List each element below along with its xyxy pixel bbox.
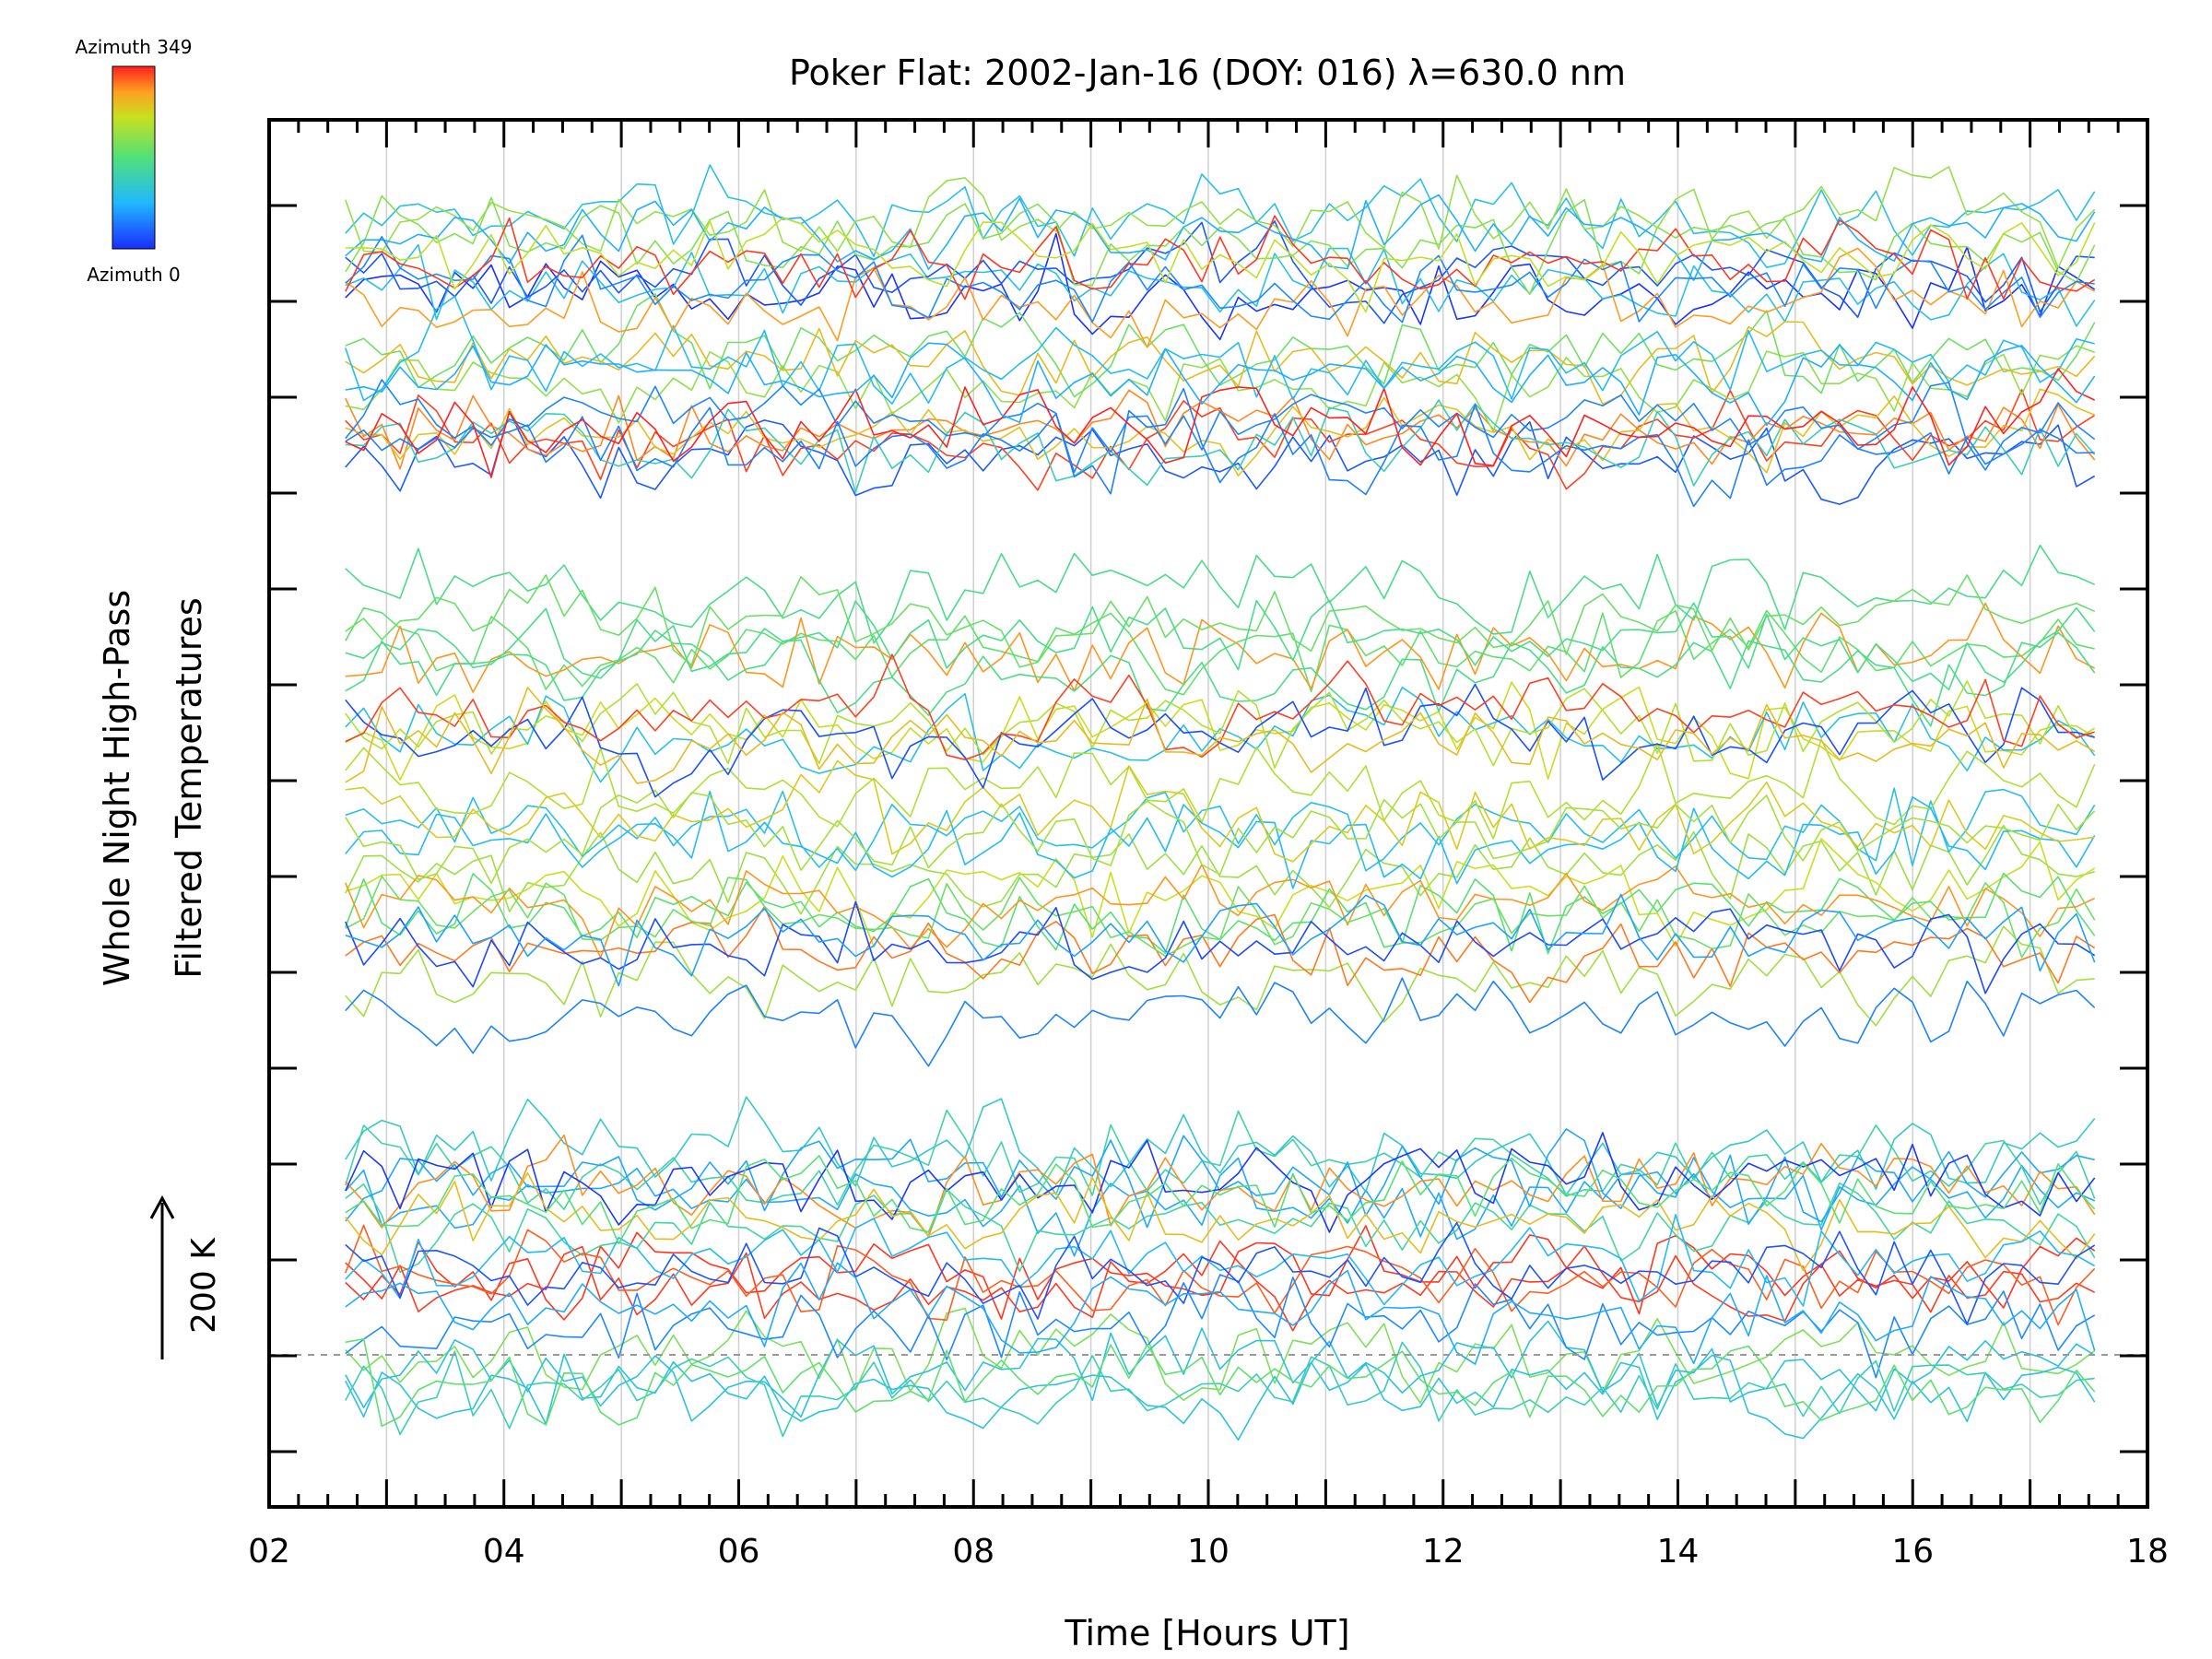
x-tick-label: 14: [1657, 1533, 1700, 1571]
series-line: [345, 1307, 2096, 1405]
series-line: [345, 243, 2096, 327]
colorbar-bottom-label: Azimuth 0: [87, 264, 181, 286]
scale-bar-label: 200 K: [185, 1237, 223, 1334]
series-line: [345, 1214, 2096, 1307]
series-line: [345, 342, 2096, 427]
series-line: [345, 606, 2095, 696]
series-line: [345, 544, 2096, 644]
x-tick-label: 06: [718, 1533, 760, 1571]
series-line: [345, 194, 2096, 296]
series-line: [345, 247, 2096, 348]
series-line: [345, 738, 2096, 840]
series-line: [345, 790, 2096, 889]
x-tick-label: 04: [483, 1533, 525, 1571]
series-line: [345, 925, 2095, 1027]
series-line: [345, 295, 2095, 405]
series-line: [345, 1225, 2096, 1321]
series-line: [345, 759, 2095, 863]
series-line: [345, 1134, 2096, 1237]
x-axis-label: Time [Hours UT]: [1064, 1613, 1349, 1653]
vertical-grid: [385, 120, 2031, 1507]
series-line: [345, 292, 2096, 398]
y-axis-label-line1: Whole Night High-Pass: [97, 590, 137, 986]
scale-bar-arrow-head: [149, 1194, 175, 1219]
series-line: [345, 399, 2096, 493]
x-tick-labels: 02 04 06 08 10 12 14 16 18: [248, 1533, 2169, 1571]
series-line: [345, 217, 2096, 313]
series-line: [345, 220, 2095, 324]
series-line: [345, 1353, 2096, 1441]
series-line: [345, 387, 2095, 508]
y-axis-label-line2: Filtered Temperatures: [169, 597, 209, 978]
colorbar-top-label: Azimuth 349: [76, 36, 193, 58]
series-line: [345, 215, 2096, 300]
series-line: [345, 977, 2096, 1067]
series-line: [345, 681, 2096, 781]
series-line: [345, 574, 2096, 668]
series-line: [345, 602, 2096, 693]
series-line: [345, 1128, 2095, 1229]
series-line: [345, 1262, 2096, 1365]
series-line: [345, 166, 2096, 269]
series-line: [345, 905, 2096, 1004]
series-line: [345, 368, 2096, 478]
series-line: [345, 1109, 2096, 1210]
series-line: [345, 234, 2095, 324]
series-line: [345, 194, 2096, 282]
series-line: [345, 876, 2096, 959]
x-tick-label: 10: [1187, 1533, 1230, 1571]
series-line: [345, 653, 2095, 761]
x-ticks: [267, 120, 2149, 1507]
series-line: [345, 599, 2096, 691]
series-line: [345, 1221, 2096, 1325]
series-line: [345, 687, 2096, 784]
series-line: [345, 629, 2096, 727]
series-line: [345, 838, 2096, 947]
series-line: [345, 1337, 2096, 1428]
series-line: [345, 900, 2096, 994]
series-line: [345, 1341, 2095, 1438]
series-line: [345, 680, 2096, 769]
x-tick-label: 02: [248, 1533, 290, 1571]
series-line: [345, 379, 2096, 474]
series-line: [345, 893, 2096, 987]
series-line: [345, 410, 2096, 505]
series-line: [345, 1096, 2096, 1196]
x-tick-label: 16: [1891, 1533, 1934, 1571]
series-line: [345, 321, 2096, 406]
y-ticks: [269, 204, 2147, 1453]
series-line: [345, 1240, 2096, 1332]
series-group: [345, 164, 2096, 1441]
chart-title: Poker Flat: 2002-Jan-16 (DOY: 016) λ=630…: [789, 53, 1626, 93]
series-line: [345, 345, 2095, 433]
series-line: [345, 787, 2096, 872]
series-line: [345, 1224, 2096, 1326]
series-line: [345, 789, 2096, 885]
series-line: [345, 1320, 2096, 1422]
series-line: [345, 1157, 2096, 1257]
colorbar: [112, 65, 156, 250]
series-line: [345, 1171, 2096, 1272]
x-tick-label: 12: [1422, 1533, 1465, 1571]
series-line: [345, 824, 2095, 915]
series-line: [345, 1132, 2096, 1233]
series-line: [345, 388, 2096, 477]
series-line: [345, 388, 2096, 491]
series-line: [345, 686, 2096, 783]
series-line: [345, 164, 2096, 269]
series-line: [345, 1155, 2096, 1245]
x-tick-label: 08: [952, 1533, 994, 1571]
x-tick-label: 18: [2126, 1533, 2169, 1571]
